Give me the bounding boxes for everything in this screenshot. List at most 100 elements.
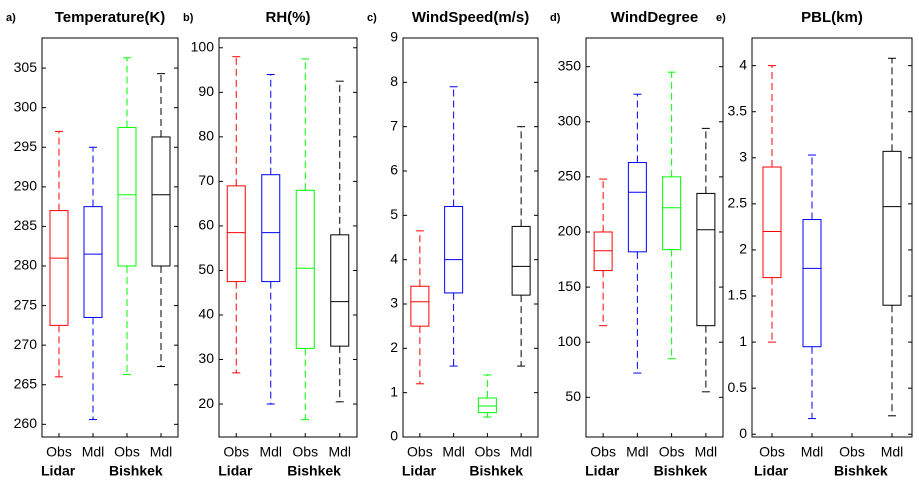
y-tick-label: 200: [558, 223, 582, 239]
y-tick-label: 4: [739, 56, 747, 72]
y-tick-label: 100: [191, 39, 215, 55]
group-label: Lidar: [754, 463, 789, 479]
y-tick-label: 100: [558, 333, 582, 349]
x-tick-label: Obs: [223, 444, 249, 460]
x-tick-label: Obs: [839, 444, 865, 460]
x-tick-label: Obs: [407, 444, 433, 460]
y-tick-label: 9: [390, 29, 398, 45]
y-tick-label: 300: [558, 112, 582, 128]
box: [762, 166, 782, 279]
box: [330, 234, 350, 347]
box: [295, 189, 315, 349]
panel-label: c): [367, 12, 377, 24]
y-tick-label: 2: [739, 241, 747, 257]
y-tick-label: 1: [390, 383, 398, 399]
axes-frame: [402, 37, 539, 438]
panel-label: a): [6, 12, 16, 24]
group-label: Bishkek: [834, 463, 888, 479]
y-tick-label: 0.5: [728, 379, 748, 395]
x-tick-label: Obs: [659, 444, 685, 460]
x-tick-label: Obs: [46, 444, 72, 460]
y-tick-label: 265: [14, 375, 38, 391]
y-tick-label: 350: [558, 57, 582, 73]
y-tick-label: 20: [198, 395, 214, 411]
x-tick-label: Mdl: [82, 444, 105, 460]
x-tick-label: Mdl: [442, 444, 465, 460]
axes-frame: [585, 37, 724, 438]
y-tick-label: 70: [198, 172, 214, 188]
y-tick-label: 50: [198, 261, 214, 277]
group-label: Lidar: [41, 463, 76, 479]
y-tick-label: 260: [14, 415, 38, 431]
y-tick-label: 50: [565, 388, 581, 404]
axes-frame: [218, 37, 358, 438]
x-tick-label: Mdl: [328, 444, 351, 460]
x-tick-label: Obs: [475, 444, 501, 460]
box: [410, 285, 430, 327]
y-tick-label: 40: [198, 306, 214, 322]
axes-frame: [41, 37, 179, 438]
x-tick-label: Mdl: [801, 444, 824, 460]
box: [696, 192, 716, 327]
box: [49, 210, 69, 326]
panel-title: WindSpeed(m/s): [412, 9, 529, 26]
y-tick-label: 7: [390, 117, 398, 133]
y-tick-label: 30: [198, 350, 214, 366]
box: [477, 397, 497, 414]
group-label: Lidar: [585, 463, 620, 479]
x-tick-label: Mdl: [259, 444, 282, 460]
y-tick-label: 0: [390, 428, 398, 444]
group-label: Bishkek: [287, 463, 341, 479]
panel-label: e): [716, 12, 726, 24]
y-tick-label: 80: [198, 128, 214, 144]
y-tick-label: 5: [390, 206, 398, 222]
y-tick-label: 3: [739, 148, 747, 164]
y-tick-label: 270: [14, 336, 38, 352]
y-tick-label: 305: [14, 59, 38, 75]
x-tick-label: Mdl: [881, 444, 904, 460]
x-tick-label: Mdl: [150, 444, 173, 460]
y-tick-label: 2.5: [728, 195, 748, 211]
panel-title: RH(%): [266, 9, 311, 26]
box: [511, 225, 531, 296]
group-label: Bishkek: [109, 463, 163, 479]
panel-title: Temperature(K): [55, 9, 166, 26]
y-tick-label: 250: [558, 168, 582, 184]
x-tick-label: Obs: [292, 444, 318, 460]
panel-label: d): [550, 12, 561, 24]
box: [226, 185, 246, 283]
box: [802, 219, 822, 348]
box: [662, 176, 682, 251]
y-tick-label: 6: [390, 162, 398, 178]
y-tick-label: 150: [558, 278, 582, 294]
y-tick-label: 300: [14, 98, 38, 114]
box: [627, 162, 647, 253]
y-tick-label: 60: [198, 217, 214, 233]
x-tick-label: Mdl: [695, 444, 718, 460]
box: [117, 126, 137, 267]
box: [83, 206, 103, 318]
y-tick-label: 2: [390, 339, 398, 355]
panel-title: PBL(km): [801, 9, 863, 26]
group-label: Bishkek: [654, 463, 708, 479]
panel-title: WindDegree: [611, 9, 698, 26]
x-tick-label: Obs: [590, 444, 616, 460]
y-tick-label: 8: [390, 73, 398, 89]
box: [261, 174, 281, 283]
y-tick-label: 290: [14, 178, 38, 194]
y-tick-label: 285: [14, 217, 38, 233]
group-label: Lidar: [218, 463, 253, 479]
y-tick-label: 3.5: [728, 102, 748, 118]
group-label: Bishkek: [469, 463, 523, 479]
panel-label: b): [183, 12, 194, 24]
axes-frame: [751, 37, 913, 438]
x-tick-label: Obs: [759, 444, 785, 460]
y-tick-label: 275: [14, 296, 38, 312]
y-tick-label: 3: [390, 295, 398, 311]
x-tick-label: Mdl: [510, 444, 533, 460]
y-tick-label: 0: [739, 425, 747, 441]
x-tick-label: Obs: [114, 444, 140, 460]
y-tick-label: 90: [198, 83, 214, 99]
y-tick-label: 4: [390, 250, 398, 266]
